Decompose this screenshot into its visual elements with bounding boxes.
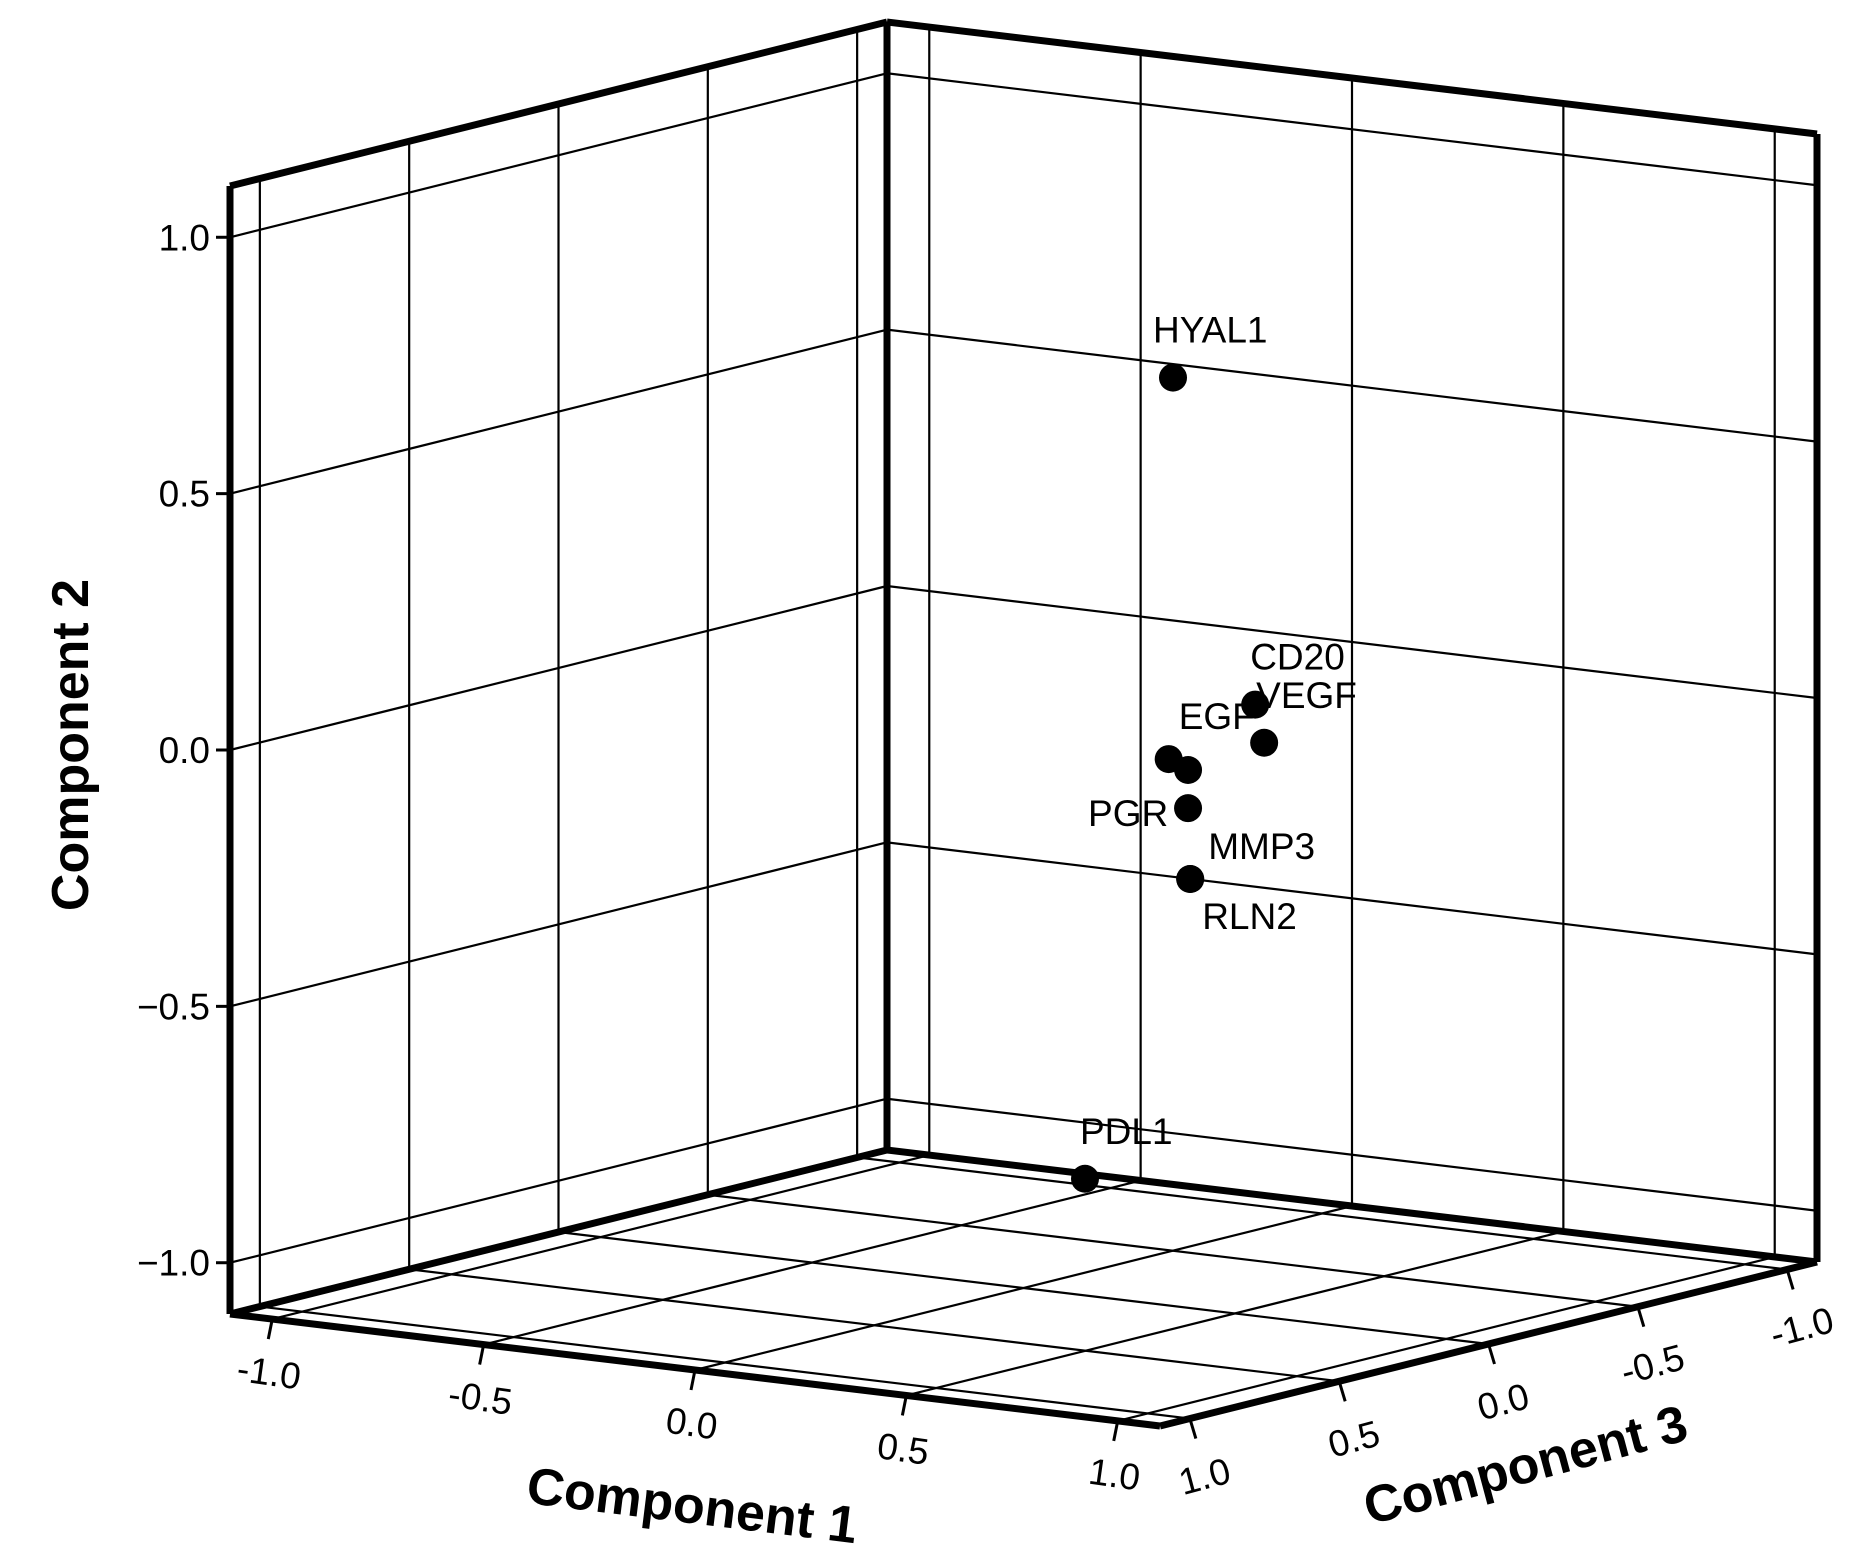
z-tick-label: 1.0 [1174, 1450, 1234, 1503]
point-label: PGR [1088, 793, 1168, 834]
grid-line [1117, 1255, 1775, 1422]
x-tick-mark [689, 1369, 697, 1391]
z-tick-mark [1785, 1269, 1795, 1290]
point-label: HYAL1 [1153, 310, 1268, 351]
point-label: VEGF [1256, 675, 1357, 716]
x-tick-mark [1112, 1420, 1120, 1442]
data-point [1174, 794, 1203, 823]
y-tick-label: 0.5 [159, 474, 210, 515]
y-axis-title: Component 2 [42, 579, 100, 911]
data-point [1071, 1164, 1099, 1193]
z-tick-label: 0.5 [1324, 1413, 1384, 1466]
x-axis-title: Component 1 [524, 1457, 861, 1555]
x-tick-label: 1.0 [1086, 1451, 1143, 1499]
z-tick-label: -0.5 [1616, 1337, 1688, 1393]
tick-labels: 1.0 0.5 0.0 −0.5 −1.0 -1.0 -0.5 0.0 0.5 1.0 1.0 0.5… [137, 217, 1838, 1503]
z-tick-mark [1636, 1306, 1646, 1328]
x-tick-label: -1.0 [235, 1348, 304, 1397]
frame-edge [886, 1146, 1818, 1266]
data-point [1176, 865, 1205, 893]
y-tick-label: 0.0 [159, 730, 210, 771]
axis-frame [226, 18, 1821, 1430]
grid-line [229, 328, 888, 495]
frame-edge [229, 18, 888, 190]
x-tick-mark [266, 1318, 274, 1340]
z-tick-mark [1188, 1418, 1198, 1439]
z-tick-label: -1.0 [1766, 1299, 1838, 1355]
frame-edge [229, 1146, 888, 1318]
z-tick-mark [1337, 1380, 1347, 1402]
y-tick-label: −0.5 [137, 986, 210, 1027]
point-label: CD20 [1250, 637, 1345, 678]
x-tick-label: 0.0 [663, 1400, 720, 1448]
y-tick-label: −1.0 [137, 1243, 210, 1284]
y-tick-label: 1.0 [159, 217, 210, 258]
grid-line [259, 1305, 1190, 1420]
frame-edge [886, 18, 1818, 138]
grid-line [906, 1230, 1564, 1397]
grid-line [886, 328, 1818, 443]
x-tick-mark [478, 1344, 486, 1365]
point-label: EGF [1179, 696, 1255, 737]
data-point [1159, 363, 1187, 392]
point-label: RLN2 [1202, 896, 1297, 937]
data-point [1174, 756, 1203, 784]
x-tick-label: 0.5 [875, 1425, 932, 1473]
point-label: PDL1 [1080, 1111, 1173, 1152]
grid-lines [229, 27, 1818, 1422]
grid-line [558, 1230, 1489, 1346]
grid-line [229, 72, 888, 239]
point-label: MMP3 [1208, 826, 1315, 867]
z-tick-label: 0.0 [1473, 1375, 1533, 1428]
x-tick-label: -0.5 [446, 1373, 515, 1422]
x-tick-mark [900, 1395, 908, 1416]
data-point [1250, 728, 1279, 757]
grid-line [886, 72, 1818, 187]
data-point [1241, 690, 1270, 719]
grid-line [409, 1268, 1340, 1383]
z-tick-mark [1487, 1343, 1496, 1365]
